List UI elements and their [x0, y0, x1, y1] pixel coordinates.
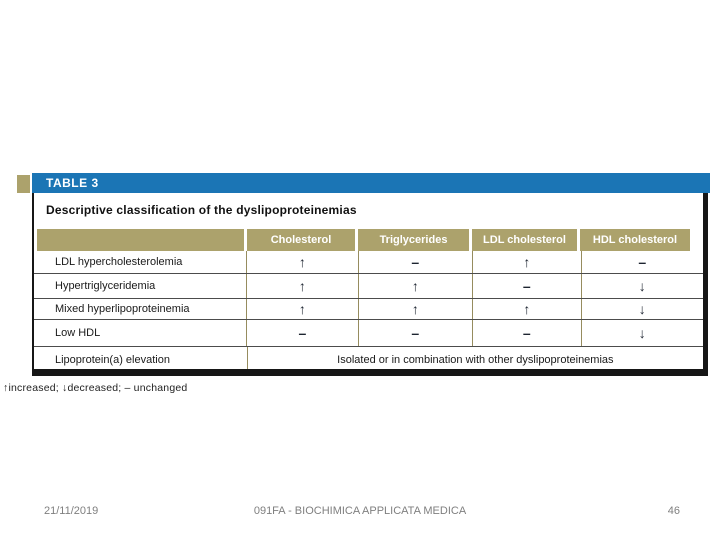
cell-up-arrow-icon: ↑ — [246, 299, 357, 319]
column-header-empty — [37, 229, 244, 251]
column-header-hdl-cholesterol: HDL cholesterol — [580, 229, 690, 251]
cell-dash-icon: – — [357, 251, 472, 273]
table-banner-label: TABLE 3 — [46, 176, 99, 190]
column-gap — [244, 229, 247, 251]
column-header-band: Cholesterol Triglycerides LDL cholestero… — [37, 229, 693, 251]
cell-up-arrow-icon: ↑ — [246, 251, 357, 273]
column-header-cholesterol: Cholesterol — [247, 229, 355, 251]
olive-accent-tick — [17, 175, 30, 193]
row-label: Lipoprotein(a) elevation — [55, 354, 170, 366]
column-header-triglycerides: Triglycerides — [358, 229, 469, 251]
table-border-left — [32, 193, 34, 369]
table-border-right — [703, 193, 708, 369]
cell-down-arrow-icon: ↓ — [580, 274, 703, 298]
table-row: Hypertriglyceridemia ↑ ↑ – ↓ — [32, 273, 703, 298]
cell-up-arrow-icon: ↑ — [246, 274, 357, 298]
merged-note-cell: Isolated or in combination with other dy… — [246, 347, 703, 373]
table-footnote-legend: ↑increased; ↓decreased; – unchanged — [3, 382, 188, 394]
cell-up-arrow-icon: ↑ — [472, 251, 581, 273]
row-label: Mixed hyperlipoproteinemia — [55, 303, 190, 315]
cell-up-arrow-icon: ↑ — [357, 299, 472, 319]
footer-date: 21/11/2019 — [44, 505, 99, 517]
table-border-bottom — [32, 369, 708, 376]
table-row: Lipoprotein(a) elevation Isolated or in … — [32, 346, 703, 373]
cell-dash-icon: – — [357, 320, 472, 346]
footer-course-name: 091FA - BIOCHIMICA APPLICATA MEDICA — [253, 505, 467, 517]
cell-dash-icon: – — [472, 274, 581, 298]
table-row: Mixed hyperlipoproteinemia ↑ ↑ ↑ ↓ — [32, 298, 703, 319]
column-gap — [355, 229, 358, 251]
table-title: Descriptive classification of the dyslip… — [46, 203, 357, 217]
table-body: LDL hypercholesterolemia ↑ – ↑ – Hypertr… — [32, 251, 703, 373]
table-banner: TABLE 3 — [32, 173, 710, 193]
footer-page-number: 46 — [667, 505, 680, 517]
cell-dash-icon: – — [472, 320, 581, 346]
table-row: LDL hypercholesterolemia ↑ – ↑ – — [32, 251, 703, 273]
cell-down-arrow-icon: ↓ — [580, 320, 703, 346]
cell-dash-icon: – — [580, 251, 703, 273]
row-label: Hypertriglyceridemia — [55, 280, 156, 292]
cell-down-arrow-icon: ↓ — [580, 299, 703, 319]
cell-up-arrow-icon: ↑ — [357, 274, 472, 298]
column-gap — [469, 229, 472, 251]
column-header-ldl-cholesterol: LDL cholesterol — [472, 229, 577, 251]
cell-up-arrow-icon: ↑ — [472, 299, 581, 319]
column-gap — [577, 229, 580, 251]
row-label: Low HDL — [55, 327, 101, 339]
table-row: Low HDL – – – ↓ — [32, 319, 703, 346]
cell-dash-icon: – — [246, 320, 357, 346]
row-label: LDL hypercholesterolemia — [55, 256, 183, 268]
